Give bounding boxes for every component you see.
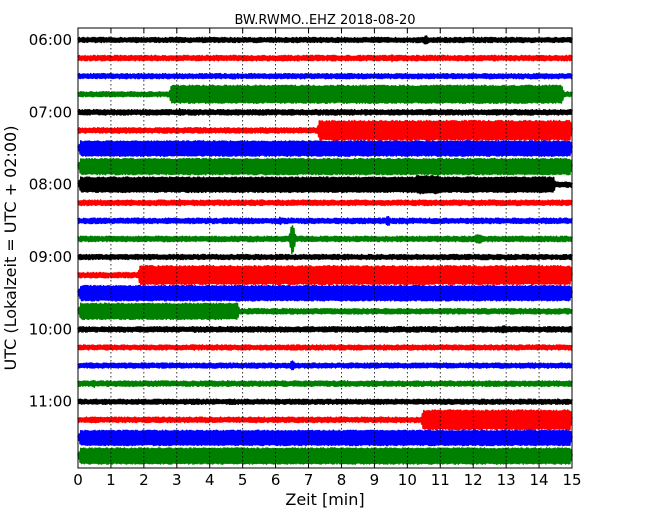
seismic-trace-0720 (77, 174, 573, 195)
chart-title: BW.RWMO..EHZ 2018-08-20 (234, 13, 415, 28)
seismic-trace-0900 (77, 360, 573, 371)
y-tick-label-0800: 08:00 (29, 176, 72, 194)
y-tick-label-0900: 09:00 (29, 248, 72, 266)
x-tick-label-14: 14 (530, 471, 549, 489)
seismic-trace-0740 (77, 216, 573, 227)
seismic-trace-0820 (77, 284, 573, 302)
x-axis-label: Zeit [min] (285, 490, 364, 509)
x-tick-label-12: 12 (464, 471, 483, 489)
seismic-trace-0930 (77, 409, 573, 431)
x-tick-label-9: 9 (370, 471, 380, 489)
seismic-trace-0830 (77, 302, 573, 321)
seismic-trace-0810 (77, 264, 573, 286)
x-tick-label-6: 6 (271, 471, 281, 489)
seismic-trace-0730 (77, 198, 573, 207)
plot-frame (77, 27, 573, 469)
seismic-trace-0850 (77, 344, 573, 351)
seismic-trace-0750 (77, 225, 573, 255)
x-tick-label-15: 15 (562, 471, 581, 489)
seismic-trace-0650 (77, 119, 573, 142)
x-tick-label-3: 3 (172, 471, 182, 489)
seismic-trace-0800 (77, 253, 573, 261)
seismic-trace-0940 (77, 429, 573, 447)
seismic-trace-0600 (77, 35, 573, 45)
seismic-trace-0910 (77, 379, 573, 389)
x-tick-label-4: 4 (205, 471, 215, 489)
x-tick-label-5: 5 (238, 471, 248, 489)
x-tick-label-11: 11 (431, 471, 450, 489)
seismic-trace-0710 (77, 157, 573, 176)
axes-layer: 0 1 2 3 4 5 6 7 8 9 10 11 12 13 14 1506:0007:0008:0009:… (29, 28, 582, 489)
traces-layer (77, 35, 573, 465)
seismic-trace-0920 (77, 398, 573, 406)
y-tick-label-0600: 06:00 (29, 31, 72, 49)
y-tick-label-0700: 07:00 (29, 103, 72, 121)
x-tick-label-13: 13 (497, 471, 516, 489)
y-tick-label-1000: 10:00 (29, 320, 72, 338)
x-tick-label-2: 2 (139, 471, 149, 489)
y-tick-label-1100: 11:00 (29, 393, 72, 411)
x-tick-label-8: 8 (337, 471, 347, 489)
y-axis-label: UTC (Lokalzeit = UTC + 02:00) (1, 126, 20, 371)
x-tick-label-0: 0 (73, 471, 83, 489)
seismic-trace-0610 (77, 54, 573, 63)
seismic-trace-0840 (77, 325, 573, 334)
x-tick-label-7: 7 (304, 471, 314, 489)
seismic-trace-0950 (77, 447, 573, 465)
x-tick-label-10: 10 (398, 471, 417, 489)
grid-layer (110, 28, 540, 468)
seismic-trace-0640 (77, 108, 573, 117)
seismic-trace-0630 (77, 84, 573, 105)
seismic-trace-0620 (77, 72, 573, 80)
seismic-trace-0700 (77, 140, 573, 158)
x-tick-label-1: 1 (106, 471, 116, 489)
